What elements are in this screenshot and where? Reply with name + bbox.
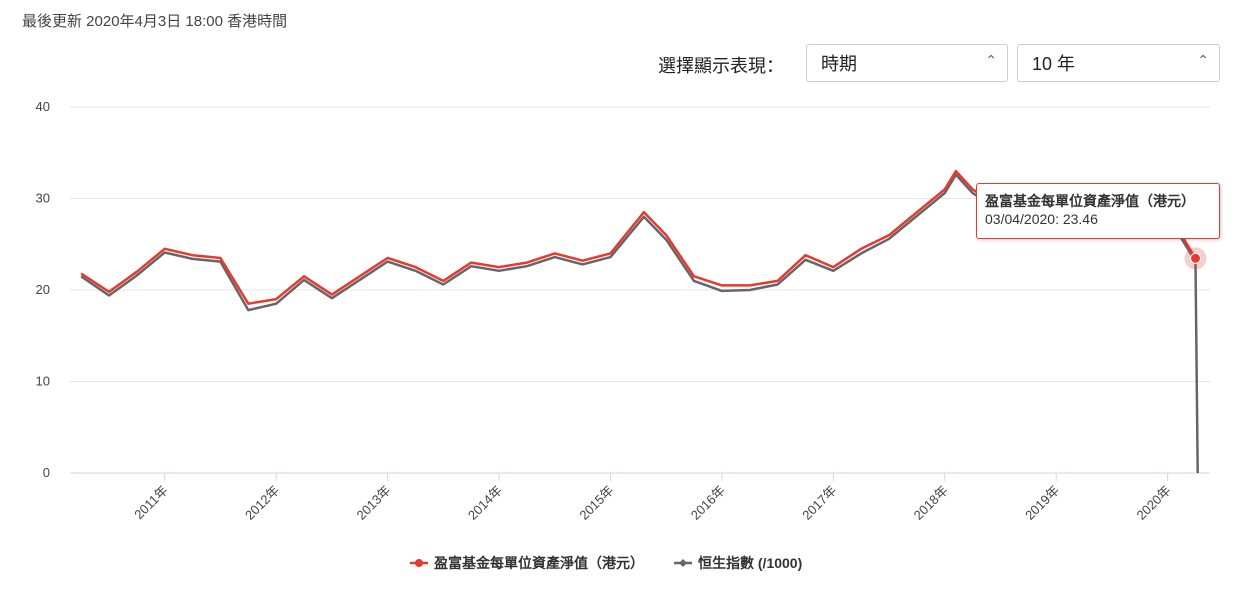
x-tick-label: 2014年 xyxy=(465,483,505,523)
control-label: 選擇顯示表現： xyxy=(658,56,784,76)
legend-item[interactable]: 盈富基金每單位資產淨值（港元） xyxy=(410,555,644,571)
x-tick-label: 2018年 xyxy=(911,483,951,523)
x-tick-label: 2013年 xyxy=(353,483,393,523)
legend-symbol xyxy=(679,559,687,567)
hover-point xyxy=(1190,252,1202,264)
x-tick-label: 2020年 xyxy=(1134,483,1174,523)
legend-label: 恒生指數 (/1000) xyxy=(698,555,802,571)
y-tick-label: 20 xyxy=(36,282,50,297)
x-tick-label: 2016年 xyxy=(688,483,728,523)
y-tick-label: 10 xyxy=(36,374,50,389)
x-tick-label: 2012年 xyxy=(242,483,282,523)
x-tick-label: 2015年 xyxy=(576,483,616,523)
legend-symbol xyxy=(415,559,423,567)
legend-item[interactable]: 恒生指數 (/1000) xyxy=(674,555,802,571)
x-tick-label: 2011年 xyxy=(131,483,171,523)
x-tick-label: 2019年 xyxy=(1022,483,1062,523)
tooltip-title: 盈富基金每單位資產淨值（港元） xyxy=(985,193,1195,209)
period-select[interactable]: 時期 xyxy=(806,41,1008,82)
range-select[interactable]: 10 年 xyxy=(1017,41,1220,82)
legend-label: 盈富基金每單位資產淨值（港元） xyxy=(433,555,644,571)
tooltip: 盈富基金每單位資產淨值（港元） 03/04/2020: 23.46 xyxy=(976,183,1220,239)
updated-text: 最後更新 2020年4月3日 18:00 香港時間 xyxy=(22,13,288,30)
y-tick-label: 30 xyxy=(36,191,50,206)
x-tick-label: 2017年 xyxy=(799,483,839,523)
y-tick-label: 40 xyxy=(36,99,50,114)
tooltip-label: 03/04/2020: 23.46 xyxy=(985,211,1098,227)
y-tick-label: 0 xyxy=(43,465,50,480)
